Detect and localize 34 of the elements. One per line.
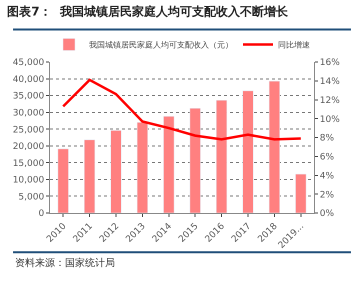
y-tick-label: 20,000 (12, 142, 44, 152)
y-tick-label: 10,000 (12, 176, 44, 186)
bar (268, 80, 280, 213)
bar (136, 122, 148, 213)
y-tick-label: 40,000 (12, 74, 44, 85)
y-tick-label: 15,000 (12, 158, 44, 169)
bar (190, 108, 201, 213)
y2-tick-label: 12% (320, 96, 340, 106)
y2-tick-label: 6% (320, 152, 335, 163)
y-tick-label: 25,000 (12, 125, 44, 136)
y2-tick-label: 8% (320, 134, 335, 144)
y-tick-label: 30,000 (12, 108, 44, 118)
y2-tick-label: 2% (320, 190, 335, 200)
y-tick-label: 5,000 (18, 192, 44, 202)
bar (84, 140, 96, 213)
bar (58, 148, 69, 213)
legend-label: 我国城镇居民家庭人均可支配收入（元） (89, 40, 233, 50)
chart-title: 图表7： 我国城镇居民家庭人均可支配收入不断增长 (7, 4, 289, 19)
bar (295, 174, 306, 213)
legend-label: 同比增速 (278, 40, 310, 50)
text: 资料来源：国家统计局 (15, 257, 115, 269)
bar (163, 116, 174, 213)
line-series (62, 78, 302, 141)
y-tick-label: 35,000 (12, 92, 44, 102)
y2-tick-label: 14% (320, 77, 340, 88)
bar (216, 100, 228, 213)
y2-tick-label: 10% (320, 114, 340, 125)
y-tick-label: 45,000 (12, 58, 44, 68)
y2-tick-label: 0% (320, 209, 335, 220)
y-tick-label: 0 (38, 209, 44, 220)
bar (242, 90, 254, 213)
bar (110, 130, 122, 213)
y2-tick-label: 16% (320, 58, 340, 68)
y2-tick-label: 4% (320, 171, 335, 182)
